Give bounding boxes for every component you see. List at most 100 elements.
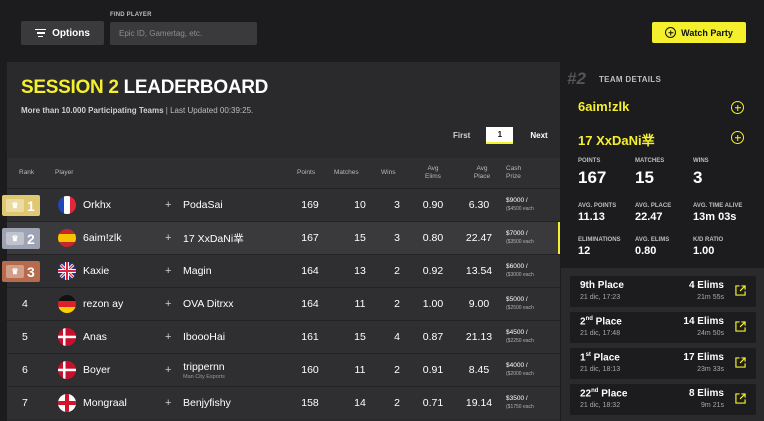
country-flag-icon <box>58 328 76 346</box>
cash-total: $4000 / <box>506 362 528 369</box>
current-page[interactable]: 1 <box>486 127 514 144</box>
avg-place-cell: 21.13 <box>465 331 493 343</box>
cash-each: ($2500 each <box>506 305 534 311</box>
teammate[interactable]: trippernn Man City Esports <box>183 354 225 386</box>
cash-each: ($2250 each <box>506 338 534 344</box>
page-title: SESSION 2 LEADERBOARD <box>21 77 269 98</box>
crown-icon: ♛ <box>6 265 24 278</box>
cash-total: $6000 / <box>506 263 528 270</box>
find-player-label: FIND PLAYER <box>110 12 152 18</box>
teammate-name[interactable]: Magin <box>183 265 212 277</box>
points-cell: 167 <box>301 232 319 244</box>
external-link-icon[interactable] <box>735 357 746 368</box>
teammate-name[interactable]: PodaSai <box>183 199 223 211</box>
match-card[interactable]: 22nd Place 21 dic, 18:32 8 Elims 9m 21s <box>570 384 756 415</box>
table-row[interactable]: ♛ 3 Kaxie + Magin 164 13 2 0.92 13.54 $60… <box>2 254 560 287</box>
player-name[interactable]: 6aim!zlk <box>83 232 122 244</box>
avg-place-cell: 6.30 <box>468 199 490 211</box>
cash-prize-cell: $4000 / ($2000 each <box>506 354 534 386</box>
cash-total: $5000 / <box>506 296 528 303</box>
matches-cell: 13 <box>354 265 366 277</box>
external-link-icon[interactable] <box>735 393 746 404</box>
table-row[interactable]: ♛ 1 Orkhx + PodaSai 169 10 3 0.90 6.30 $9… <box>2 188 560 221</box>
teammate-name[interactable]: IboooHai <box>183 331 226 343</box>
match-elims: 8 Elims <box>688 388 724 399</box>
cash-prize-cell: $7000 / ($3500 each <box>506 222 534 254</box>
teammate[interactable]: Magin <box>183 255 212 287</box>
points-cell: 164 <box>301 265 319 277</box>
rank-number: 3 <box>27 263 35 280</box>
first-page-link[interactable]: First <box>453 131 471 140</box>
player-name[interactable]: Mongraal <box>83 397 127 409</box>
points-cell: 164 <box>301 298 319 310</box>
table-row[interactable]: 7 Mongraal + Benjyfishy 158 14 2 0.71 19… <box>7 386 560 419</box>
add-player-icon[interactable]: + <box>165 364 172 376</box>
options-label: Options <box>52 27 90 39</box>
wins-cell: 3 <box>394 199 400 211</box>
find-player-input[interactable] <box>110 22 257 45</box>
match-time: 21m 55s <box>697 294 724 301</box>
wins-cell: 2 <box>394 298 400 310</box>
teammate[interactable]: 17 XxDaNi丵 <box>183 222 244 254</box>
teammate[interactable]: PodaSai <box>183 189 223 221</box>
avg-elims-cell: 0.71 <box>422 397 444 409</box>
country-flag-icon <box>58 229 76 247</box>
match-card[interactable]: 9th Place 21 dic, 17:23 4 Elims 21m 55s <box>570 276 756 307</box>
table-row[interactable]: 5 Anas + IboooHai 161 15 4 0.87 21.13 $4… <box>7 320 560 353</box>
team-details-summary: #2 TEAM DETAILS 6aim!zlk 17 XxDaNi丵 POIN… <box>561 62 764 268</box>
match-card[interactable]: 2nd Place 21 dic, 17:48 14 Elims 24m 50s <box>570 312 756 343</box>
matches-cell: 15 <box>354 232 366 244</box>
teammate-name[interactable]: OVA Ditrxx <box>183 298 234 310</box>
avg-elims-cell: 0.80 <box>422 232 444 244</box>
avg-elims-cell: 0.90 <box>422 199 444 211</box>
watch-party-button[interactable]: Watch Party <box>652 22 746 43</box>
external-link-icon[interactable] <box>735 285 746 296</box>
add-player-icon[interactable]: + <box>165 298 172 310</box>
table-row[interactable]: ♛ 2 6aim!zlk + 17 XxDaNi丵 167 15 3 0.80 2… <box>2 221 560 254</box>
cash-each: ($3000 each <box>506 272 534 278</box>
match-card[interactable]: 1st Place 21 dic, 18:13 17 Elims 23m 33s <box>570 348 756 379</box>
teammate-name[interactable]: 17 XxDaNi丵 <box>183 232 244 245</box>
table-row[interactable]: 4 rezon ay + OVA Ditrxx 164 11 2 1.00 9.… <box>7 287 560 320</box>
player-name[interactable]: rezon ay <box>83 298 124 310</box>
matches-cell: 11 <box>354 364 366 376</box>
points-cell: 169 <box>301 199 319 211</box>
player-name[interactable]: Boyer <box>83 364 111 376</box>
cash-each: ($2000 each <box>506 371 534 377</box>
table-row[interactable]: 6 Boyer + trippernn Man City Esports 160… <box>7 353 560 386</box>
player-name[interactable]: Anas <box>83 331 107 343</box>
leaderboard-panel: SESSION 2 LEADERBOARD More than 10.000 P… <box>2 62 560 421</box>
match-place: 2nd Place <box>580 316 622 328</box>
team-player-1[interactable]: 6aim!zlk <box>578 99 630 114</box>
col-rank: Rank <box>19 169 35 176</box>
match-date: 21 dic, 17:23 <box>580 294 621 301</box>
rank-number: 6 <box>22 364 28 376</box>
add-player-2-icon[interactable] <box>731 131 744 144</box>
add-player-icon[interactable]: + <box>165 265 172 277</box>
menu-icon <box>35 28 47 38</box>
teammate[interactable]: Benjyfishy <box>183 387 231 419</box>
external-link-icon[interactable] <box>735 321 746 332</box>
avg-elims-cell: 1.00 <box>422 298 444 310</box>
crown-icon: ♛ <box>6 199 24 212</box>
teammate-name[interactable]: Benjyfishy <box>183 397 231 409</box>
teammate-name[interactable]: trippernn <box>183 360 225 373</box>
player-name[interactable]: Orkhx <box>83 199 112 211</box>
teammate[interactable]: IboooHai <box>183 321 225 353</box>
match-time: 24m 50s <box>697 330 724 337</box>
wins-cell: 2 <box>394 364 400 376</box>
avg-place-cell: 8.45 <box>468 364 490 376</box>
team-player-2[interactable]: 17 XxDaNi丵 <box>578 133 655 148</box>
teammate[interactable]: OVA Ditrxx <box>183 288 234 320</box>
add-player-icon[interactable]: + <box>165 397 172 409</box>
add-player-icon[interactable]: + <box>165 199 172 211</box>
add-player-icon[interactable]: + <box>165 331 172 343</box>
player-name[interactable]: Kaxie <box>83 265 110 277</box>
match-place: 9th Place <box>580 280 624 291</box>
add-player-icon[interactable]: + <box>165 232 172 244</box>
add-player-1-icon[interactable] <box>731 101 744 114</box>
cash-prize-cell: $4500 / ($2250 each <box>506 321 534 353</box>
options-button[interactable]: Options <box>21 21 104 45</box>
plus-circle-icon <box>665 27 677 38</box>
next-page-link[interactable]: Next <box>530 131 548 140</box>
